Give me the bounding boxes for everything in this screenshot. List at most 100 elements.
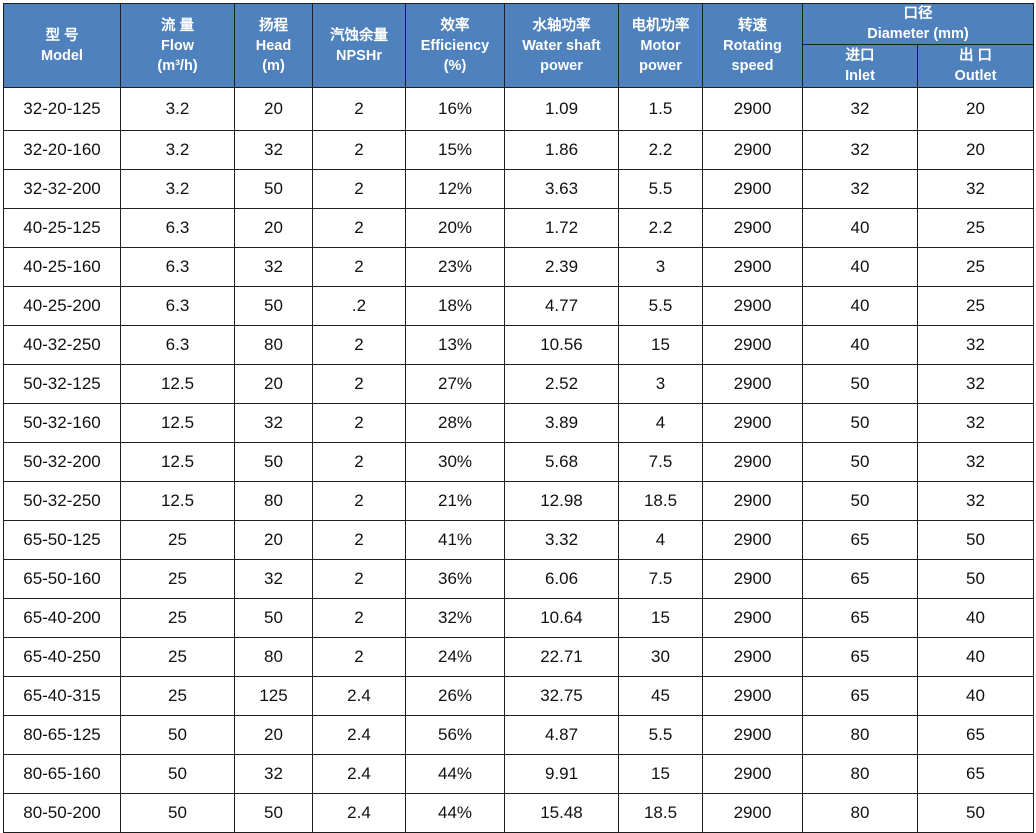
cell-npsh: 2: [312, 442, 406, 482]
cell-inlet: 40: [802, 286, 918, 326]
cell-outlet: 40: [917, 637, 1034, 677]
table-row: 32-20-160 3.2 32 2 15% 1.86 2.2 2900 32 20: [3, 130, 1034, 170]
cell-head: 20: [234, 208, 313, 248]
cell-model: 40-25-200: [3, 286, 121, 326]
cell-npsh: 2: [312, 130, 406, 170]
header-head: 扬程 Head (m): [234, 3, 313, 88]
cell-shaft-power: 5.68: [504, 442, 619, 482]
cell-head: 20: [234, 364, 313, 404]
cell-head: 32: [234, 247, 313, 287]
cell-npsh: 2: [312, 364, 406, 404]
header-efficiency: 效率 Efficiency (%): [405, 3, 505, 88]
cell-efficiency: 44%: [405, 793, 505, 833]
cell-head: 20: [234, 87, 313, 131]
table-row: 80-50-200 50 50 2.4 44% 15.48 18.5 2900 80 50: [3, 793, 1034, 833]
cell-inlet: 32: [802, 169, 918, 209]
cell-speed: 2900: [702, 637, 803, 677]
cell-outlet: 32: [917, 325, 1034, 365]
cell-outlet: 25: [917, 208, 1034, 248]
cell-model: 65-40-250: [3, 637, 121, 677]
cell-flow: 12.5: [120, 442, 235, 482]
cell-flow: 3.2: [120, 169, 235, 209]
header-flow: 流 量 Flow (m³/h): [120, 3, 235, 88]
cell-npsh: 2: [312, 87, 406, 131]
cell-motor-power: 45: [618, 676, 703, 716]
cell-model: 50-32-125: [3, 364, 121, 404]
cell-motor-power: 2.2: [618, 130, 703, 170]
cell-flow: 3.2: [120, 130, 235, 170]
cell-flow: 50: [120, 754, 235, 794]
cell-model: 32-20-125: [3, 87, 121, 131]
cell-flow: 25: [120, 598, 235, 638]
cell-speed: 2900: [702, 754, 803, 794]
cell-motor-power: 1.5: [618, 87, 703, 131]
cell-efficiency: 44%: [405, 754, 505, 794]
table-row: 32-20-125 3.2 20 2 16% 1.09 1.5 2900 32 20: [3, 87, 1034, 131]
cell-shaft-power: 10.64: [504, 598, 619, 638]
cell-speed: 2900: [702, 208, 803, 248]
cell-shaft-power: 3.63: [504, 169, 619, 209]
cell-outlet: 20: [917, 87, 1034, 131]
cell-shaft-power: 2.39: [504, 247, 619, 287]
cell-model: 80-65-125: [3, 715, 121, 755]
cell-motor-power: 7.5: [618, 559, 703, 599]
table-row: 50-32-200 12.5 50 2 30% 5.68 7.5 2900 50 32: [3, 442, 1034, 482]
cell-flow: 25: [120, 520, 235, 560]
cell-outlet: 40: [917, 598, 1034, 638]
cell-head: 80: [234, 481, 313, 521]
cell-inlet: 65: [802, 598, 918, 638]
cell-model: 40-25-160: [3, 247, 121, 287]
cell-npsh: 2: [312, 637, 406, 677]
table-row: 40-32-250 6.3 80 2 13% 10.56 15 2900 40 32: [3, 325, 1034, 365]
cell-model: 65-40-315: [3, 676, 121, 716]
cell-head: 50: [234, 598, 313, 638]
header-outlet: 出 口 Outlet: [917, 44, 1034, 88]
cell-flow: 3.2: [120, 87, 235, 131]
cell-model: 32-20-160: [3, 130, 121, 170]
header-motor-power: 电机功率 Motor power: [618, 3, 703, 88]
cell-flow: 6.3: [120, 247, 235, 287]
header-shaft-power: 水轴功率 Water shaft power: [504, 3, 619, 88]
cell-npsh: 2.4: [312, 754, 406, 794]
table-row: 80-65-125 50 20 2.4 56% 4.87 5.5 2900 80 65: [3, 715, 1034, 755]
cell-efficiency: 32%: [405, 598, 505, 638]
cell-inlet: 40: [802, 208, 918, 248]
cell-inlet: 50: [802, 481, 918, 521]
table-row: 65-40-250 25 80 2 24% 22.71 30 2900 65 40: [3, 637, 1034, 677]
table-row: 50-32-160 12.5 32 2 28% 3.89 4 2900 50 32: [3, 403, 1034, 443]
cell-outlet: 25: [917, 247, 1034, 287]
cell-shaft-power: 3.89: [504, 403, 619, 443]
cell-head: 32: [234, 754, 313, 794]
table-body: 32-20-125 3.2 20 2 16% 1.09 1.5 2900 32 20 32-20-1…: [3, 87, 1034, 833]
cell-model: 65-50-160: [3, 559, 121, 599]
table-row: 40-25-160 6.3 32 2 23% 2.39 3 2900 40 25: [3, 247, 1034, 287]
cell-flow: 50: [120, 715, 235, 755]
cell-motor-power: 30: [618, 637, 703, 677]
cell-head: 50: [234, 286, 313, 326]
cell-motor-power: 4: [618, 520, 703, 560]
cell-shaft-power: 1.86: [504, 130, 619, 170]
cell-outlet: 32: [917, 442, 1034, 482]
cell-speed: 2900: [702, 169, 803, 209]
cell-inlet: 80: [802, 793, 918, 833]
cell-speed: 2900: [702, 676, 803, 716]
header-diameter: 口径 Diameter (mm): [802, 3, 1034, 45]
cell-head: 32: [234, 130, 313, 170]
cell-motor-power: 18.5: [618, 793, 703, 833]
cell-efficiency: 20%: [405, 208, 505, 248]
cell-npsh: 2: [312, 403, 406, 443]
table-row: 65-40-200 25 50 2 32% 10.64 15 2900 65 40: [3, 598, 1034, 638]
cell-outlet: 50: [917, 559, 1034, 599]
cell-npsh: 2: [312, 520, 406, 560]
cell-speed: 2900: [702, 442, 803, 482]
cell-model: 50-32-160: [3, 403, 121, 443]
cell-outlet: 32: [917, 481, 1034, 521]
cell-model: 65-40-200: [3, 598, 121, 638]
cell-efficiency: 18%: [405, 286, 505, 326]
header-speed: 转速 Rotating speed: [702, 3, 803, 88]
cell-flow: 12.5: [120, 364, 235, 404]
cell-npsh: 2.4: [312, 715, 406, 755]
cell-efficiency: 12%: [405, 169, 505, 209]
cell-efficiency: 28%: [405, 403, 505, 443]
cell-shaft-power: 4.87: [504, 715, 619, 755]
